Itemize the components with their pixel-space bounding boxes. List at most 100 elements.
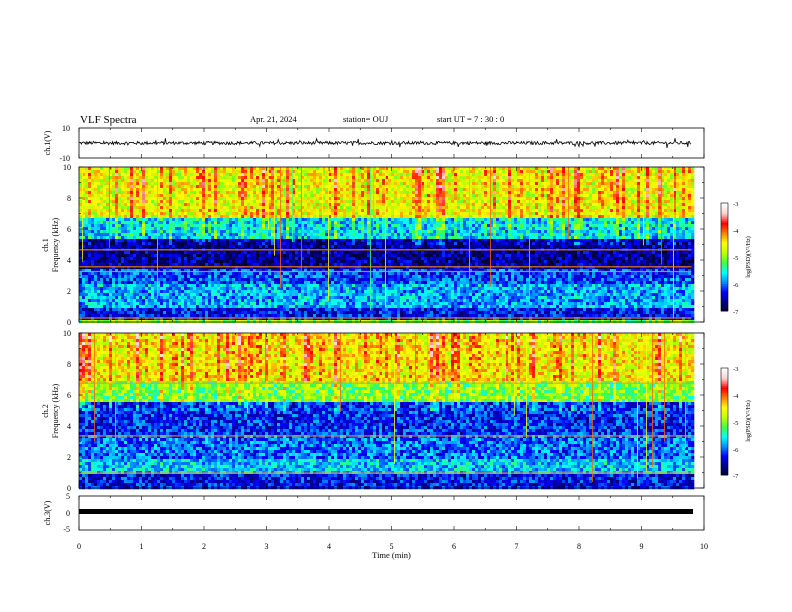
spectrogram-cell (253, 200, 256, 203)
spectrogram-cell (127, 284, 130, 287)
spectrogram-cell (358, 185, 361, 188)
spectrogram-cell (250, 257, 253, 260)
spectrogram-cell (148, 203, 151, 206)
spectrogram-cell (109, 260, 112, 263)
spectrogram-cell (199, 311, 202, 314)
spectrogram-cell (115, 284, 118, 287)
spectrogram-cell (91, 254, 94, 257)
spectrogram-cell (295, 194, 298, 197)
spectrogram-cell (79, 290, 82, 293)
spectrogram-cell (310, 170, 313, 173)
spectrogram-cell (109, 287, 112, 290)
spectrogram-cell (346, 209, 349, 212)
spectrogram-cell (280, 290, 283, 293)
spectrogram-cell (322, 245, 325, 248)
spectrogram-cell (211, 242, 214, 245)
spectrogram-cell (142, 281, 145, 284)
spectrogram-cell (130, 287, 133, 290)
spectrogram-cell (106, 173, 109, 176)
spectrogram-cell (277, 314, 280, 317)
spectrogram-cell (163, 260, 166, 263)
spectrogram-cell (259, 299, 262, 302)
spectrogram-cell (82, 287, 85, 290)
spectrogram-cell (100, 224, 103, 227)
spectrogram-cell (148, 278, 151, 281)
spectrogram-cell (217, 290, 220, 293)
spectrogram-cell (337, 233, 340, 236)
spectrogram-cell (118, 215, 121, 218)
spectrogram-cell (343, 200, 346, 203)
spectrogram-cell (262, 179, 265, 182)
spectrogram-cell (184, 284, 187, 287)
spectrogram-cell (130, 215, 133, 218)
spectrogram-cell (364, 176, 367, 179)
spectrogram-cell (91, 209, 94, 212)
spectrogram-cell (196, 227, 199, 230)
spectrogram-cell (151, 197, 154, 200)
spectrogram-cell (253, 170, 256, 173)
spectrogram-cell (184, 239, 187, 242)
spectrogram-cell (277, 284, 280, 287)
spectrogram-cell (265, 260, 268, 263)
spectrogram-cell (337, 176, 340, 179)
spectrogram-cell (79, 200, 82, 203)
spectrogram-cell (142, 308, 145, 311)
spectrogram-cell (256, 296, 259, 299)
spectrogram-cell (121, 284, 124, 287)
spectrogram-cell (361, 188, 364, 191)
spectrogram-cell (238, 167, 241, 170)
spectrogram-cell (268, 242, 271, 245)
spectrogram-cell (334, 227, 337, 230)
spectrogram-cell (232, 212, 235, 215)
spectrogram-cell (241, 278, 244, 281)
spectrogram-cell (133, 284, 136, 287)
spectrogram-cell (325, 308, 328, 311)
spectrogram-cell (244, 272, 247, 275)
spectrogram-cell (124, 293, 127, 296)
spectrogram-cell (196, 197, 199, 200)
spectrogram-cell (211, 221, 214, 224)
spectrogram-cell (349, 296, 352, 299)
spectrogram-cell (226, 293, 229, 296)
spectrogram-cell (289, 236, 292, 239)
spectrogram-cell (289, 209, 292, 212)
spectrogram-cell (148, 176, 151, 179)
spectrogram-cell (112, 227, 115, 230)
spectrogram-cell (220, 290, 223, 293)
spectrogram-cell (241, 242, 244, 245)
spectrogram-cell (244, 290, 247, 293)
spectrogram-cell (337, 251, 340, 254)
spectrogram-cell (208, 200, 211, 203)
spectrogram-cell (211, 191, 214, 194)
spectrogram-cell (79, 284, 82, 287)
spectrogram-cell (217, 206, 220, 209)
spectrogram-cell (238, 308, 241, 311)
spectrogram-cell (229, 302, 232, 305)
spectrogram-cell (223, 311, 226, 314)
spectrogram-cell (355, 212, 358, 215)
spectrogram-cell (358, 245, 361, 248)
spectrogram-cell (199, 185, 202, 188)
spectrogram-cell (103, 296, 106, 299)
spectrogram-cell (223, 251, 226, 254)
spectrogram-cell (205, 245, 208, 248)
spectrogram-cell (277, 212, 280, 215)
spectrogram-cell (235, 284, 238, 287)
spectrogram-cell (265, 284, 268, 287)
spectrogram-cell (169, 209, 172, 212)
spectrogram-cell (181, 212, 184, 215)
spectrogram-cell (100, 284, 103, 287)
spectrogram-cell (145, 296, 148, 299)
spectrogram-cell (352, 245, 355, 248)
spectrogram-cell (136, 299, 139, 302)
spectrogram-cell (316, 236, 319, 239)
spectrogram-cell (85, 305, 88, 308)
spectrogram-cell (343, 254, 346, 257)
spectrogram-cell (268, 236, 271, 239)
spectrogram-cell (256, 173, 259, 176)
spectrogram-cell (85, 314, 88, 317)
spectrogram-cell (103, 197, 106, 200)
spectrogram-cell (355, 245, 358, 248)
spectrogram-cell (169, 260, 172, 263)
spectrogram-cell (100, 176, 103, 179)
